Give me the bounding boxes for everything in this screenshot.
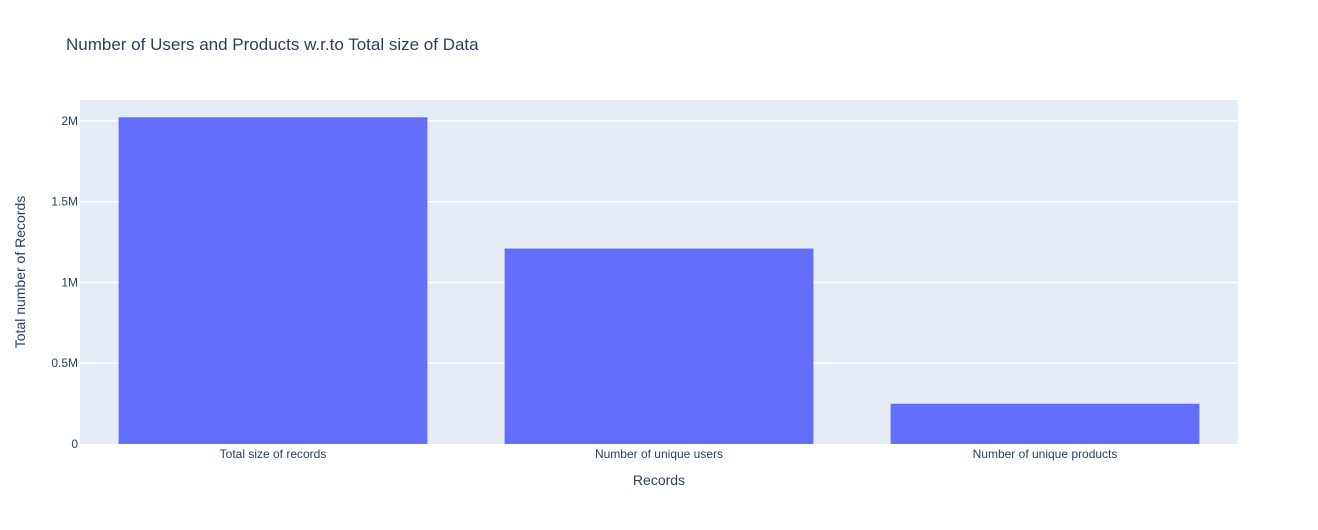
x-axis-ticks: Total size of records Number of unique us… [220, 447, 1118, 461]
x-tick-label: Number of unique products [973, 447, 1118, 461]
y-tick-label: 1M [61, 275, 78, 289]
y-axis-title: Total number of Records [12, 196, 28, 349]
bar[interactable] [118, 117, 428, 445]
y-axis-ticks: 0 0.5M 1M 1.5M 2M [51, 114, 78, 451]
x-axis-title: Records [633, 472, 685, 488]
x-tick-label: Number of unique users [595, 447, 723, 461]
x-tick-label: Total size of records [220, 447, 327, 461]
y-tick-label: 1.5M [51, 195, 78, 209]
chart-title: Number of Users and Products w.r.to Tota… [66, 35, 479, 54]
bar[interactable] [890, 403, 1200, 444]
bars [118, 117, 1200, 445]
y-tick-label: 0.5M [51, 356, 78, 370]
y-tick-label: 2M [61, 114, 78, 128]
bar[interactable] [504, 248, 814, 444]
y-tick-label: 0 [71, 437, 78, 451]
